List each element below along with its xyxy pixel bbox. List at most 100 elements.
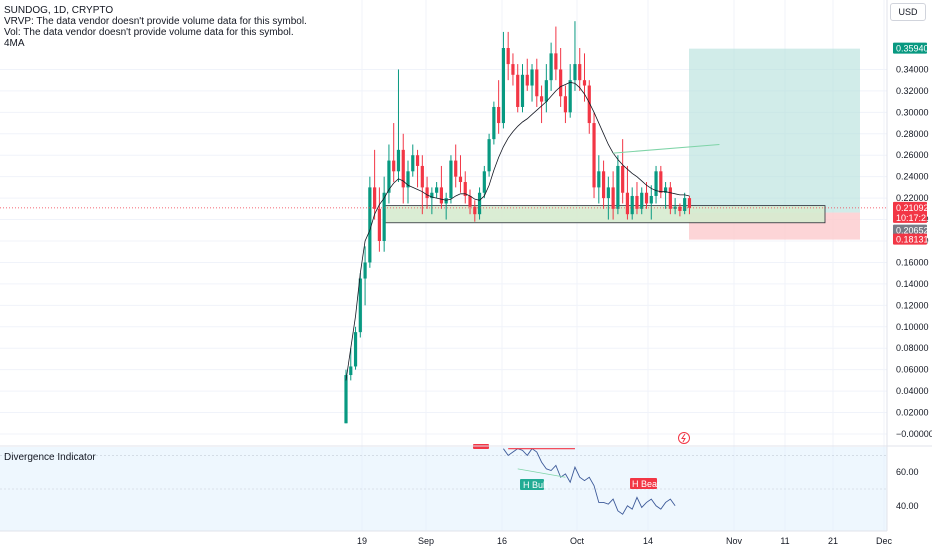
candle-body <box>439 187 443 204</box>
h-bear-label: H Bear <box>632 479 660 489</box>
candle-body <box>487 139 491 172</box>
price-tick-label: 0.34000 <box>896 64 929 74</box>
time-tick-label: 16 <box>497 536 507 546</box>
candle-body <box>373 187 377 209</box>
candle-body <box>353 332 358 367</box>
time-tick-label: Oct <box>570 536 585 546</box>
candle-body <box>635 195 639 209</box>
vrvp-legend[interactable]: VRVP: The data vendor doesn't provide vo… <box>4 16 307 27</box>
vol-legend[interactable]: Vol: The data vendor doesn't provide vol… <box>4 27 294 38</box>
time-axis[interactable]: 19 Sep 16 Oct 14 Nov 11 21 Dec <box>357 536 893 546</box>
time-tick-label: Nov <box>726 536 743 546</box>
candle-body <box>530 69 534 86</box>
candle-body <box>654 171 658 196</box>
candle-body <box>458 176 463 183</box>
ma-legend[interactable]: 4MA <box>4 38 25 49</box>
candle-body <box>420 165 424 188</box>
target-price-tag: 0.35940 <box>896 44 929 54</box>
time-tick-label: 21 <box>828 536 838 546</box>
candle-body <box>368 187 372 263</box>
candle-body <box>625 192 630 215</box>
candle-body <box>382 192 386 241</box>
h-bull-label: H Bull <box>523 480 547 490</box>
price-tick-label: 0.14000 <box>896 279 929 289</box>
symbol-title[interactable]: SUNDOG, 1D, CRYPTO <box>4 5 114 16</box>
candle-body <box>435 187 439 193</box>
candle-body <box>415 155 420 166</box>
entry-price-tag: 0.20652 <box>896 226 929 236</box>
candle-body <box>492 106 496 140</box>
candle-body <box>582 80 587 86</box>
candle-body <box>668 187 672 209</box>
candle-body <box>544 80 548 102</box>
candle-body <box>611 187 615 209</box>
candle-body <box>640 192 644 209</box>
last-price-tag: 0.21092 <box>896 203 929 213</box>
candle-body <box>606 187 610 199</box>
candle-body <box>587 85 591 124</box>
time-tick-label: Dec <box>876 536 893 546</box>
candle-body <box>568 80 572 113</box>
candle-body <box>401 149 405 188</box>
candle-body <box>683 198 687 211</box>
entry-price-tag-bg <box>893 224 927 236</box>
ma-line <box>345 81 720 381</box>
target-zone <box>689 48 860 213</box>
candle-body <box>444 198 448 204</box>
candle-body <box>663 187 668 193</box>
candle-body <box>578 64 582 81</box>
candle-body <box>573 64 577 81</box>
price-tick-label: 0.22000 <box>896 193 929 203</box>
candle-body <box>363 262 367 279</box>
candle-body <box>621 165 625 193</box>
candle-body <box>678 206 682 211</box>
candle-body <box>430 192 434 199</box>
candle-body <box>425 187 429 199</box>
time-tick-label: 19 <box>357 536 367 546</box>
candle-body <box>549 53 553 81</box>
candle-body <box>563 96 568 113</box>
price-axis[interactable]: 0.34000 0.32000 0.30000 0.28000 0.26000 0.240… <box>896 64 932 439</box>
h-bull-label-bg <box>520 479 544 490</box>
countdown-tag: 10:17:21 <box>896 213 931 223</box>
candle-body <box>601 171 606 199</box>
candle-body <box>592 123 596 188</box>
candle-body <box>473 206 477 215</box>
candle-body <box>554 53 558 70</box>
indicator-tick-label: 60.00 <box>896 467 919 477</box>
candle-body <box>392 160 396 172</box>
candle-body <box>387 160 391 193</box>
candle-body <box>630 195 634 215</box>
candle-body <box>520 74 525 107</box>
position-tool[interactable] <box>384 48 860 240</box>
bullish-divergence-line <box>517 468 566 478</box>
candle-body <box>597 171 601 188</box>
h-bear-label-bg <box>630 478 657 489</box>
ma-series <box>345 81 690 381</box>
candle-body <box>525 74 529 86</box>
price-tick-label: 0.04000 <box>896 386 929 396</box>
candle-body <box>616 165 620 209</box>
alert-icon[interactable] <box>678 432 690 444</box>
indicator-title[interactable]: Divergence Indicator <box>4 452 96 463</box>
currency-button[interactable]: USD <box>890 3 926 21</box>
candle-body <box>468 195 472 207</box>
main-grid <box>0 0 887 531</box>
price-tick-label: 0.12000 <box>896 300 929 310</box>
candle-body <box>463 182 467 196</box>
candle-body <box>687 198 692 208</box>
candle-body <box>644 192 649 204</box>
candle-body <box>659 171 663 193</box>
price-tick-label: 0.28000 <box>896 129 929 139</box>
candle-body <box>535 69 539 97</box>
candle-body <box>344 375 348 424</box>
candle-body <box>396 149 401 172</box>
candle-body <box>482 171 486 193</box>
candle-body <box>411 155 415 172</box>
stop-price-tag-bg <box>893 233 927 245</box>
time-tick-label: Sep <box>418 536 434 546</box>
candles <box>344 21 692 424</box>
price-tick-label: 0.10000 <box>896 322 929 332</box>
